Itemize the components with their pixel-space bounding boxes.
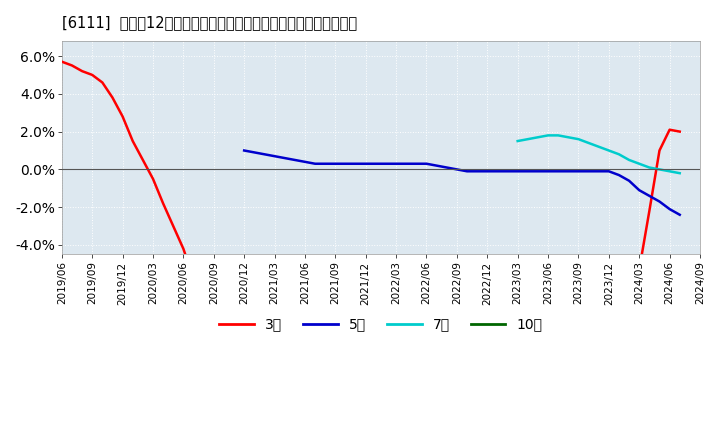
Legend: 3年, 5年, 7年, 10年: 3年, 5年, 7年, 10年	[214, 312, 548, 337]
Text: [6111]  売上高12か月移動合計の対前年同期増減率の平均値の推移: [6111] 売上高12か月移動合計の対前年同期増減率の平均値の推移	[62, 15, 357, 30]
